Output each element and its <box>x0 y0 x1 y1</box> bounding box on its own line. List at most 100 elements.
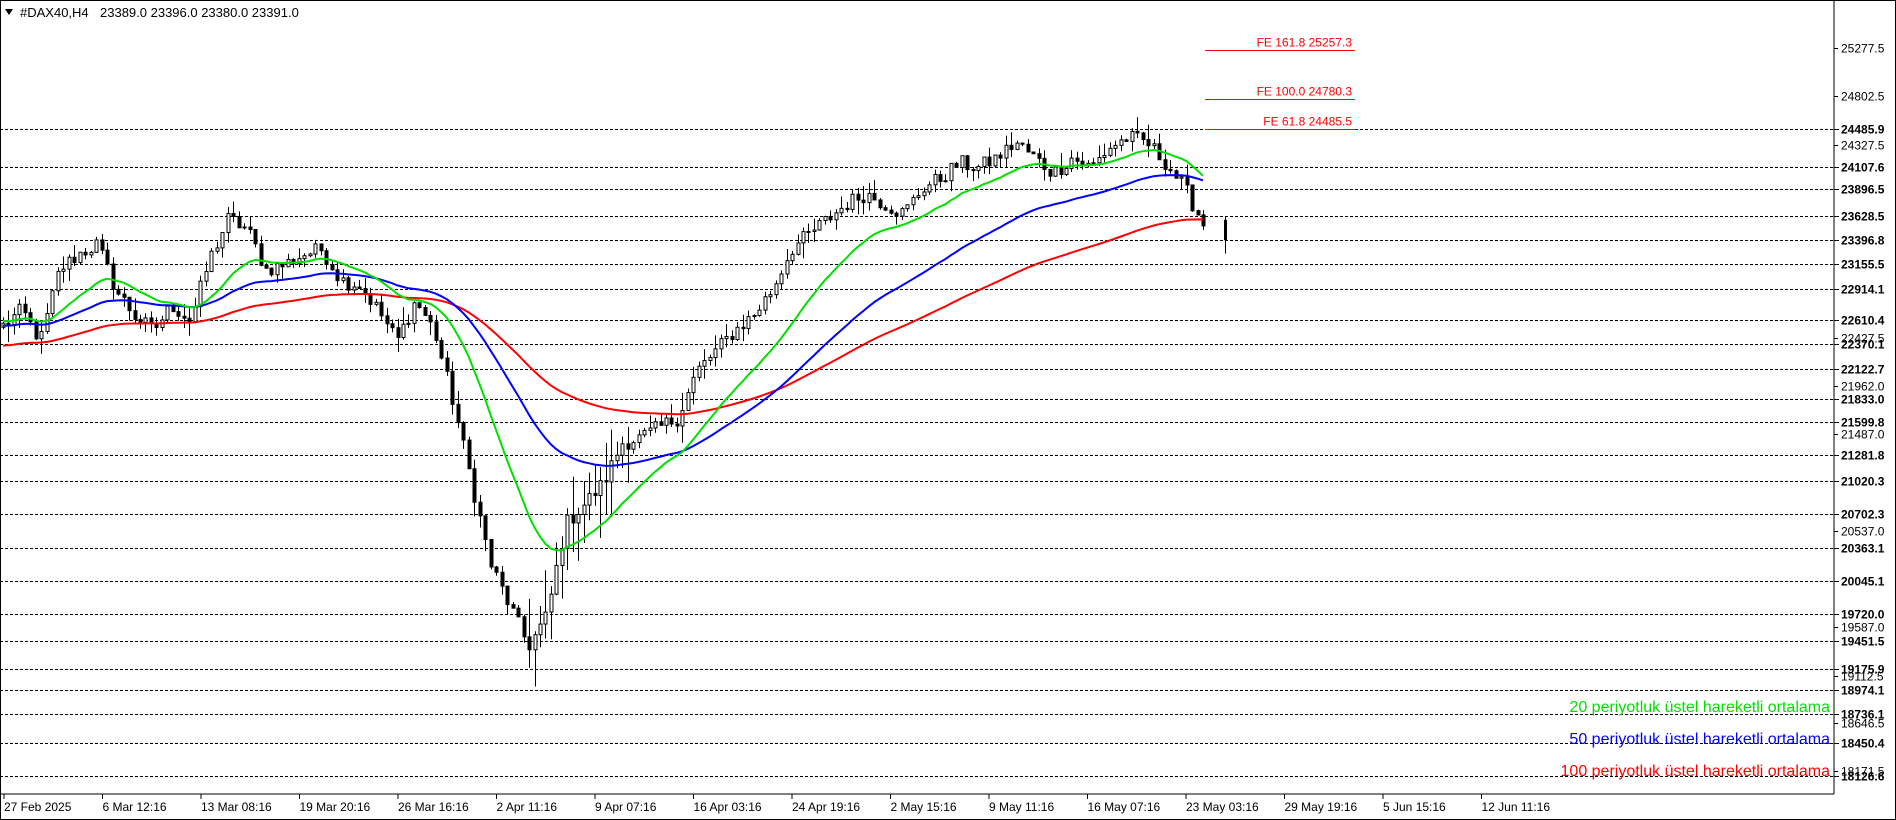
candle <box>1146 124 1151 158</box>
candle <box>933 169 938 193</box>
candle <box>806 223 811 243</box>
candle <box>565 508 570 571</box>
candle <box>461 421 466 449</box>
candle <box>1069 150 1074 172</box>
candle <box>209 248 214 273</box>
candle <box>1091 157 1096 165</box>
candle <box>922 187 927 201</box>
candle <box>182 304 187 329</box>
candle <box>669 404 674 427</box>
candle <box>417 302 422 309</box>
candle <box>428 311 433 336</box>
candle <box>719 334 724 358</box>
symbol-label: #DAX40,H4 <box>20 5 89 20</box>
candle <box>412 301 417 333</box>
candle <box>894 211 899 225</box>
level-label: 21281.8 <box>1841 449 1885 463</box>
candle <box>423 304 428 316</box>
candle <box>456 391 461 429</box>
axis-tick-label: 24327.5 <box>1841 139 1885 153</box>
candle <box>735 321 740 342</box>
candle <box>916 188 921 200</box>
candle <box>883 205 888 212</box>
candle <box>226 207 231 243</box>
candle <box>439 337 444 360</box>
candle <box>1102 143 1107 163</box>
candle <box>993 154 998 168</box>
candle <box>1135 117 1140 138</box>
level-label: 19451.5 <box>1841 635 1885 649</box>
candle <box>774 280 779 299</box>
fe-label: FE 100.0 24780.3 <box>1257 85 1353 99</box>
candle <box>527 598 532 668</box>
candle <box>1174 169 1179 179</box>
candle <box>105 242 110 266</box>
candle <box>302 253 307 268</box>
candle <box>965 154 970 178</box>
ohlc-values: 23389.0 23396.0 23380.0 23391.0 <box>100 5 299 20</box>
level-label: 21833.0 <box>1841 393 1885 407</box>
candle <box>845 202 850 213</box>
candle <box>861 186 866 215</box>
candle <box>23 296 28 320</box>
candle <box>390 319 395 333</box>
dropdown-arrow-icon[interactable] <box>5 9 13 15</box>
candle <box>911 194 916 211</box>
candle <box>872 180 877 201</box>
level-label: 23628.5 <box>1841 210 1885 224</box>
legend: 20 periyotluk üstel hareketli ortalama 5… <box>1561 699 1831 780</box>
candle <box>396 318 401 352</box>
time-label: 19 Mar 20:16 <box>300 800 371 814</box>
candle <box>374 298 379 307</box>
candle <box>445 351 450 376</box>
candle <box>817 218 822 231</box>
level-label: 22122.7 <box>1841 363 1885 377</box>
candle <box>675 417 680 433</box>
candle <box>582 481 587 543</box>
candle <box>89 250 94 259</box>
candle <box>938 170 943 188</box>
candle <box>1196 209 1201 216</box>
axis-tick-label: 24802.5 <box>1841 90 1885 104</box>
candle <box>357 279 362 290</box>
ema20-line <box>2 148 1204 552</box>
legend-ema50: 50 periyotluk üstel hareketli ortalama <box>1569 731 1830 748</box>
candle <box>680 392 685 443</box>
candle <box>78 251 83 265</box>
candle <box>1168 160 1173 174</box>
candle <box>1004 135 1009 168</box>
candle <box>741 314 746 342</box>
candle <box>56 267 61 296</box>
candle <box>543 570 548 639</box>
candle <box>494 565 499 576</box>
candle <box>17 299 22 328</box>
candle <box>264 263 269 269</box>
candle <box>1097 145 1102 167</box>
candle <box>341 269 346 284</box>
candle <box>67 254 72 281</box>
candle <box>905 204 910 212</box>
candle <box>406 314 411 328</box>
candle <box>637 429 642 449</box>
candle <box>1031 151 1036 155</box>
candle <box>659 413 664 426</box>
candle <box>976 164 981 179</box>
candle <box>1026 139 1031 153</box>
time-label: 2 May 15:16 <box>891 800 957 814</box>
level-label: 20702.3 <box>1841 508 1885 522</box>
candle <box>28 307 33 326</box>
candle <box>253 228 258 248</box>
current-candle <box>1224 216 1227 254</box>
candle <box>45 303 50 334</box>
candle <box>1048 168 1053 182</box>
candle <box>708 354 713 366</box>
level-label: 19175.9 <box>1841 663 1885 677</box>
legend-ema20: 20 periyotluk üstel hareketli ortalama <box>1569 699 1830 716</box>
candle <box>839 196 844 216</box>
candle <box>500 566 505 595</box>
candle <box>379 293 384 322</box>
candle <box>724 324 729 348</box>
candle <box>248 216 253 234</box>
